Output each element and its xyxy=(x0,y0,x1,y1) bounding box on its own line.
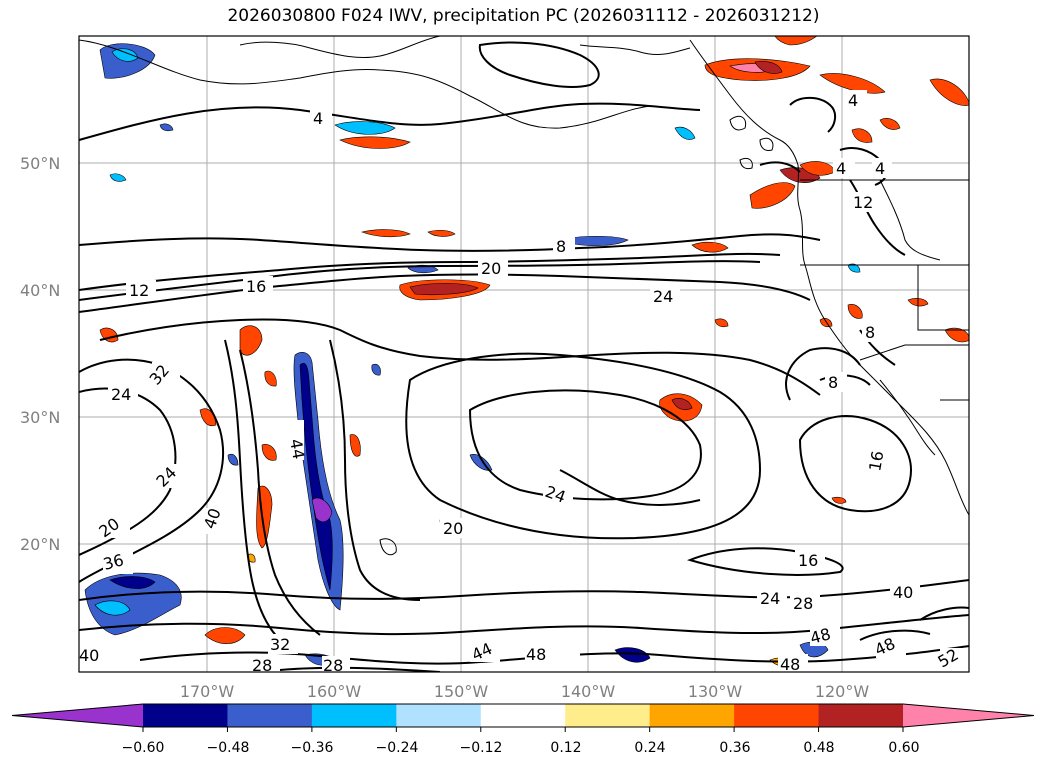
contour-label: 28 xyxy=(323,656,343,675)
contour-label: 48 xyxy=(808,624,833,648)
longitude-labels: 170°W 160°W 150°W 140°W 130°W 120°W xyxy=(180,682,870,701)
colorbar-ticks: −0.60 −0.48 −0.36 −0.24 −0.12 0.12 0.24 … xyxy=(122,740,920,756)
precip-negative-areas xyxy=(84,43,861,666)
colorbar-tick-label: 0.48 xyxy=(803,740,834,756)
contour-label: 12 xyxy=(129,281,149,300)
contour-label: 8 xyxy=(828,373,838,392)
colorbar-tick-label: 0.60 xyxy=(888,740,919,756)
contour-label: 8 xyxy=(865,323,875,342)
contour-label: 28 xyxy=(793,594,813,613)
lon-label: 130°W xyxy=(688,682,743,701)
colorbar-tick-label: −0.60 xyxy=(122,740,165,756)
lat-label: 30°N xyxy=(20,408,60,427)
contour-label: 36 xyxy=(101,550,126,574)
colorbar-segment xyxy=(311,704,397,727)
contour-label: 24 xyxy=(653,287,673,306)
colorbar-tick-label: 0.36 xyxy=(719,740,750,756)
contour-label: 32 xyxy=(270,635,290,654)
colorbar-tick-label: 0.12 xyxy=(550,740,581,756)
colorbar-segment xyxy=(903,704,1034,727)
colorbar-segment xyxy=(396,704,482,727)
latitude-labels: 50°N 40°N 30°N 20°N xyxy=(20,154,60,554)
contour-label: 48 xyxy=(526,645,546,664)
colorbar-segment xyxy=(143,704,228,727)
colorbar-tick-label: −0.48 xyxy=(207,740,250,756)
coastlines xyxy=(79,36,969,556)
colorbar-tick-label: 0.24 xyxy=(634,740,665,756)
contour-label: 8 xyxy=(556,237,566,256)
contour-label: 20 xyxy=(443,519,463,538)
contour-label: 44 xyxy=(286,437,308,460)
colorbar-segment xyxy=(565,704,651,727)
lat-label: 20°N xyxy=(20,535,60,554)
colorbar-segment xyxy=(818,704,904,727)
lon-label: 170°W xyxy=(180,682,235,701)
contour-label: 4 xyxy=(848,91,858,110)
contour-label: 40 xyxy=(79,646,99,665)
colorbar-tick-label: −0.12 xyxy=(460,740,503,756)
contour-label: 4 xyxy=(875,159,885,178)
contour-label: 24 xyxy=(111,385,131,404)
lon-label: 150°W xyxy=(434,682,489,701)
colorbar-segment xyxy=(480,704,566,727)
contour-label: 24 xyxy=(760,589,780,608)
contour-label: 16 xyxy=(865,449,887,472)
graticule xyxy=(79,36,969,672)
colorbar-tick-label: −0.36 xyxy=(291,740,334,756)
contour-label: 16 xyxy=(798,551,818,570)
colorbar-tick-label: −0.24 xyxy=(376,740,419,756)
lon-label: 160°W xyxy=(307,682,362,701)
precip-positive-areas xyxy=(99,36,969,667)
lon-label: 140°W xyxy=(561,682,616,701)
contour-label: 4 xyxy=(313,109,323,128)
map-frame xyxy=(78,35,970,673)
lat-label: 50°N xyxy=(20,154,60,173)
colorbar-segment xyxy=(227,704,313,727)
contour-label: 28 xyxy=(252,656,272,675)
contour-label: 40 xyxy=(893,583,913,602)
contour-label: 20 xyxy=(481,259,501,278)
contour-label: 48 xyxy=(780,655,800,674)
contour-label: 12 xyxy=(853,193,873,212)
lon-label: 120°W xyxy=(815,682,870,701)
colorbar-segment xyxy=(649,704,735,727)
colorbar xyxy=(11,703,1035,732)
map-title: 2026030800 F024 IWV, precipitation PC (2… xyxy=(227,6,820,26)
contour-label: 4 xyxy=(836,159,846,178)
lat-label: 40°N xyxy=(20,281,60,300)
colorbar-segment xyxy=(734,704,820,727)
contour-label: 16 xyxy=(246,277,266,296)
colorbar-segment xyxy=(12,704,143,727)
